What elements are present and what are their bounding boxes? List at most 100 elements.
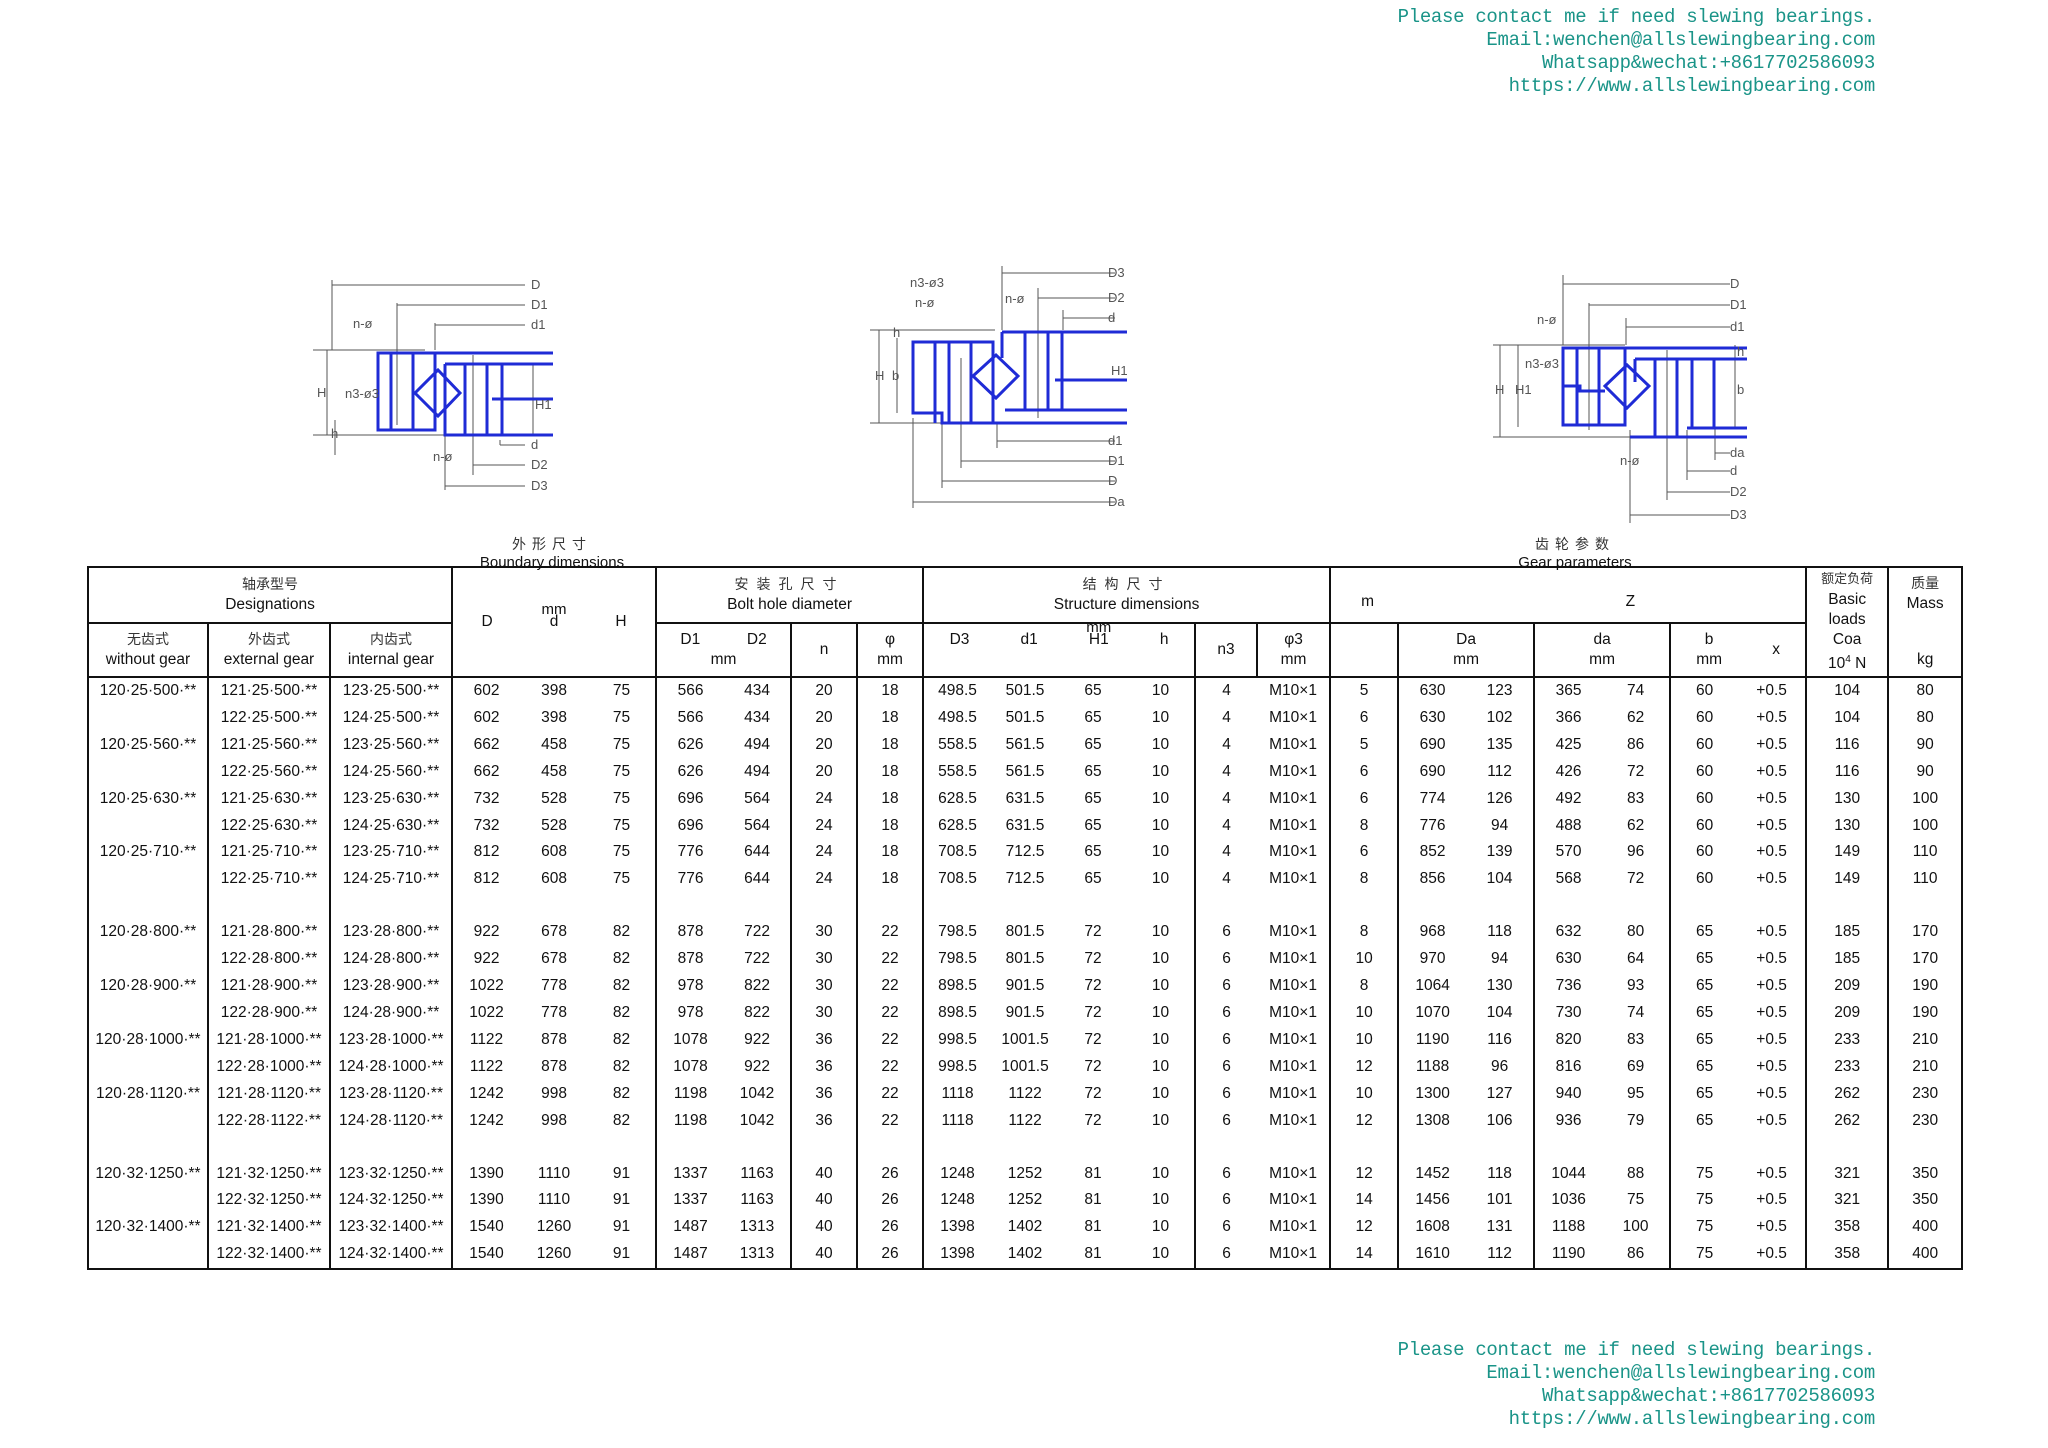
table-cell: 65 <box>1695 1030 1714 1048</box>
da-header: da mm <box>1533 622 1672 678</box>
gear-header: m Z <box>1329 566 1808 624</box>
table-cell: 104 <box>1806 677 1890 705</box>
table-cell <box>88 1241 209 1270</box>
table-cell: 72 <box>1084 1030 1102 1048</box>
table-cell: 6 <box>1222 950 1231 968</box>
table-cell: 398 <box>541 708 567 726</box>
table-cell: 1402 <box>1007 1218 1043 1236</box>
table-cell <box>88 999 209 1027</box>
table-cell: 630 <box>1419 682 1446 699</box>
svg-text:n3-ø3: n3-ø3 <box>910 275 944 290</box>
loads-unit-base: 10 <box>1827 655 1846 673</box>
col-d-label: d <box>549 613 559 630</box>
table-cell: 26 <box>857 1160 925 1188</box>
table-cell: 776 <box>677 870 704 888</box>
spacer-cell <box>588 893 658 920</box>
mass-unit: kg <box>1916 651 1934 668</box>
table-cell: +0.5 <box>1738 1214 1808 1242</box>
table-cell: +0.5 <box>1738 919 1808 947</box>
spacer-cell <box>724 893 793 920</box>
table-cell: +0.5 <box>1738 1053 1808 1081</box>
table-cell: 210 <box>1912 1057 1939 1075</box>
table-cell: 81 <box>1084 1164 1102 1182</box>
table-cell: 88 <box>1602 1160 1672 1188</box>
table-cell: +0.5 <box>1738 758 1808 786</box>
table-cell: +0.5 <box>1738 1241 1808 1270</box>
svg-text:n-ø: n-ø <box>353 316 373 331</box>
table-cell: 1248 <box>940 1164 975 1182</box>
table-cell: 40 <box>791 1214 859 1242</box>
col-x: x <box>1772 641 1780 658</box>
table-cell: 91 <box>588 1160 658 1188</box>
table-cell: 10 <box>1127 1241 1197 1270</box>
table-cell: 12 <box>1330 1160 1400 1188</box>
table-row: 122·28·1000·** 124·28·1000·** 1122 878 82 107… <box>88 1053 1962 1081</box>
table-cell: M10×1 <box>1257 999 1332 1027</box>
table-cell: 75 <box>1695 1191 1714 1209</box>
table-cell: 121·25·500·** <box>208 677 331 705</box>
table-cell: 1248 <box>940 1191 975 1209</box>
table-cell: 130 <box>1806 812 1890 840</box>
table-cell: 1390 <box>469 1191 504 1209</box>
table-cell: 74 <box>1602 677 1672 705</box>
table-cell: 1044 <box>1551 1164 1586 1182</box>
table-cell: 10 <box>1127 946 1197 974</box>
table-cell: 65 <box>1695 1084 1714 1102</box>
table-cell: 732 <box>473 789 500 807</box>
table-cell: 94 <box>1466 812 1536 840</box>
col-d: mm d <box>542 601 567 632</box>
table-cell: 778 <box>541 977 567 995</box>
table-cell: 127 <box>1466 1080 1536 1108</box>
table-cell: 498.5 <box>938 682 977 699</box>
table-cell: 6 <box>1222 977 1231 995</box>
table-cell: 30 <box>791 973 859 1000</box>
table-cell: 1260 <box>536 1218 572 1236</box>
table-cell: 82 <box>588 1026 658 1054</box>
table-cell: 922 <box>473 950 500 968</box>
table-cell: 60 <box>1695 843 1714 861</box>
col-m-blank <box>1329 622 1400 678</box>
table-cell: 82 <box>588 946 658 974</box>
table-cell: 6 <box>1222 1003 1231 1021</box>
table-row: 122·28·900·** 124·28·900·** 1022 778 82 978 82… <box>88 999 1962 1027</box>
without-gear-cn: 无齿式 <box>127 632 169 648</box>
table-row: 120·28·900·** 121·28·900·** 123·28·900·** 1… <box>88 973 1962 1000</box>
table-cell <box>88 758 209 786</box>
table-row: 122·32·1400·** 124·32·1400·** 1540 1260 91 14… <box>88 1241 1962 1270</box>
col-da: da <box>1593 631 1611 648</box>
col-D: D <box>481 613 493 630</box>
table-cell: 1118 <box>941 1084 974 1102</box>
table-cell: 561.5 <box>1005 762 1045 780</box>
spacer-cell <box>1257 893 1332 920</box>
table-cell: 170 <box>1912 950 1939 968</box>
table-cell: 626 <box>677 735 704 753</box>
spacer-cell <box>1257 1134 1332 1161</box>
table-cell: 14 <box>1330 1187 1400 1215</box>
table-cell: 426 <box>1555 762 1582 780</box>
table-cell: 4 <box>1222 762 1231 780</box>
table-cell: 60 <box>1695 816 1714 834</box>
spacer-cell <box>208 1134 331 1161</box>
table-cell: 1163 <box>724 1187 793 1215</box>
external-gear-cn: 外齿式 <box>248 632 290 648</box>
table-cell: 72 <box>1084 1003 1102 1021</box>
table-row: 122·28·1122·** 124·28·1120·** 1242 998 82 119… <box>88 1107 1962 1135</box>
svg-text:n3-ø3: n3-ø3 <box>345 386 379 401</box>
svg-text:H1: H1 <box>1515 382 1532 397</box>
table-cell: 878 <box>541 1057 567 1075</box>
table-cell: 708.5 <box>938 843 977 861</box>
spacer-cell <box>1195 1135 1257 1161</box>
table-cell: 801.5 <box>1005 950 1045 968</box>
table-cell: 122·25·630·** <box>208 812 331 840</box>
table-cell: 18 <box>857 866 925 894</box>
table-cell: 10 <box>1330 999 1400 1027</box>
phi3-unit: mm <box>1280 651 1307 668</box>
table-cell: 564 <box>724 812 793 840</box>
table-cell: 101 <box>1466 1187 1536 1215</box>
table-cell: 130 <box>1466 973 1536 1000</box>
designations-header: 轴承型号 Designations <box>86 566 454 624</box>
table-cell: 36 <box>791 1026 859 1054</box>
col-H1-label: H1 <box>1088 631 1109 648</box>
table-cell: 6 <box>1222 1218 1231 1236</box>
table-cell: 75 <box>1695 1164 1714 1182</box>
